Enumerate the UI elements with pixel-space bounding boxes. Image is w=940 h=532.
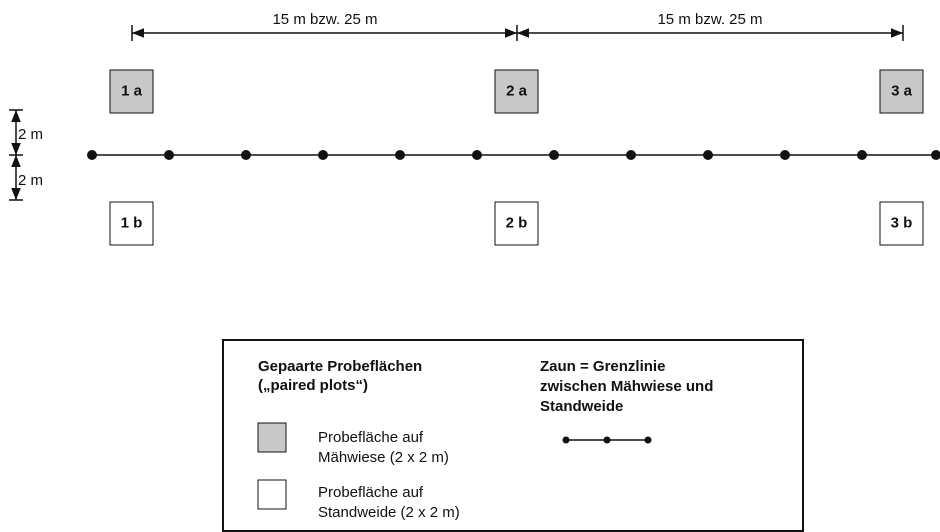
- fence-post: [857, 150, 867, 160]
- fence-post: [626, 150, 636, 160]
- meadow-swatch: [257, 422, 287, 453]
- spacing-dimension: [131, 25, 904, 41]
- plots: 1 a 2 a 3 a 1 b 2 b 3 b: [109, 69, 924, 246]
- pasture-swatch: [257, 479, 287, 510]
- fence-post: [780, 150, 790, 160]
- legend-text: Probefläche auf: [318, 429, 424, 446]
- fence-post: [703, 150, 713, 160]
- legend-title: Standweide: [540, 398, 623, 415]
- offset-label: 2 m: [18, 126, 43, 143]
- fence-post: [931, 150, 940, 160]
- legend-title: zwischen Mähwiese und: [540, 378, 713, 395]
- spacing-label: 15 m bzw. 25 m: [272, 11, 377, 28]
- offset-dimension: [9, 109, 23, 201]
- fence-post: [241, 150, 251, 160]
- plot-box: [494, 69, 539, 114]
- fence-post: [318, 150, 328, 160]
- legend-title: Gepaarte Probeflächen: [258, 358, 422, 375]
- plot-label: 1 a: [121, 82, 143, 99]
- plot-label: 1 b: [121, 214, 143, 231]
- plot-label: 3 b: [891, 214, 913, 231]
- plot-box: [494, 201, 539, 246]
- fence-posts: [87, 150, 940, 160]
- plot-box: [879, 201, 924, 246]
- legend-text: Standweide (2 x 2 m): [318, 504, 460, 521]
- fence-post: [87, 150, 97, 160]
- plot-box: [109, 201, 154, 246]
- legend-box: [222, 339, 804, 532]
- fence-post: [549, 150, 559, 160]
- plot-box: [109, 69, 154, 114]
- legend-title: Zaun = Grenzlinie: [540, 358, 665, 375]
- plot-label: 2 b: [506, 214, 528, 231]
- legend-text: Mähwiese (2 x 2 m): [318, 449, 449, 466]
- fence-post: [164, 150, 174, 160]
- legend-text: Probefläche auf: [318, 484, 424, 501]
- offset-label: 2 m: [18, 172, 43, 189]
- spacing-label: 15 m bzw. 25 m: [657, 11, 762, 28]
- legend-title: („paired plots“): [258, 377, 368, 394]
- fence-post: [472, 150, 482, 160]
- fence-post: [395, 150, 405, 160]
- plot-label: 2 a: [506, 82, 528, 99]
- plot-box: [879, 69, 924, 114]
- plot-label: 3 a: [891, 82, 913, 99]
- fence-swatch: [562, 436, 652, 444]
